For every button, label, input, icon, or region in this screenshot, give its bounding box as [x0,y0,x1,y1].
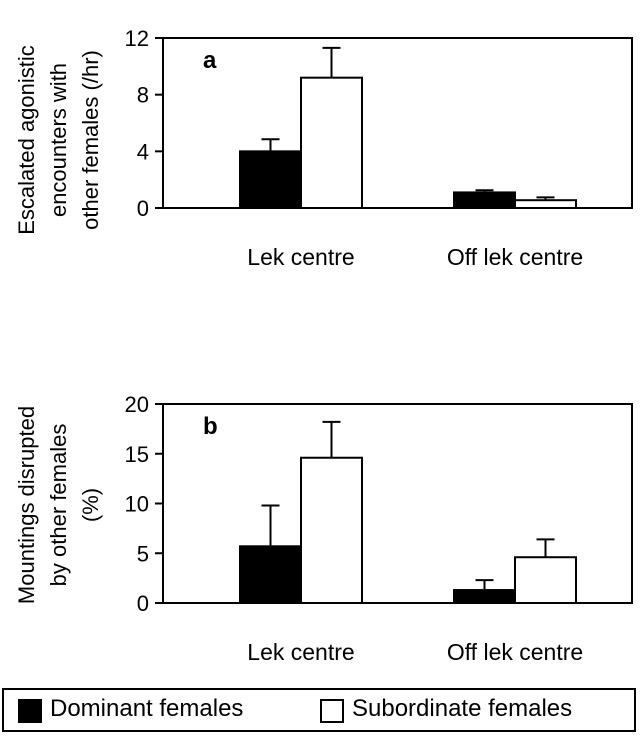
panel-label: b [203,413,218,440]
legend-label-dominant: Dominant females [50,695,244,722]
y-tick-label: 15 [125,442,149,467]
bar-dominant [453,191,516,210]
category-label: Off lek centre [447,639,583,665]
y-axis-label: encounters with [46,63,71,217]
legend: Dominant females Subordinate females [2,688,636,732]
panel-label: a [203,47,217,74]
bar-subordinate [514,556,577,604]
bar-subordinate [300,456,363,605]
category-label: Lek centre [247,639,354,665]
legend-swatch-dominant [18,699,42,723]
legend-swatch-subordinate [320,699,344,723]
y-axis-label: by other females [46,424,71,587]
y-axis-label: Escalated agonistic [14,45,39,235]
bar-subordinate [514,199,577,209]
y-tick-label: 4 [137,139,149,164]
y-tick-label: 8 [137,83,149,108]
chart-panel-b: 0 5 10 15 20 b Mountings disrupted by other fem… [14,392,633,665]
bar-dominant [453,589,516,605]
y-axis-label: (%) [78,488,103,522]
y-axis-label: Mountings disrupted [14,406,39,604]
legend-label-subordinate: Subordinate females [352,695,573,722]
chart-panel-a: 0 4 8 12 a Escalated agonistic encounters with… [14,26,633,270]
category-label: Off lek centre [447,244,583,270]
y-tick-label: 0 [137,591,149,616]
y-tick-label: 12 [125,26,149,51]
category-label: Lek centre [247,244,354,270]
y-tick-label: 20 [125,392,149,417]
plot-frame [162,37,633,209]
bar-subordinate [300,76,363,209]
y-tick-label: 5 [137,541,149,566]
y-axis-label: other females (/hr) [78,50,103,230]
y-tick-label: 0 [137,196,149,221]
y-tick-label: 10 [125,492,149,517]
bar-dominant [239,545,302,604]
bar-dominant [239,150,302,209]
